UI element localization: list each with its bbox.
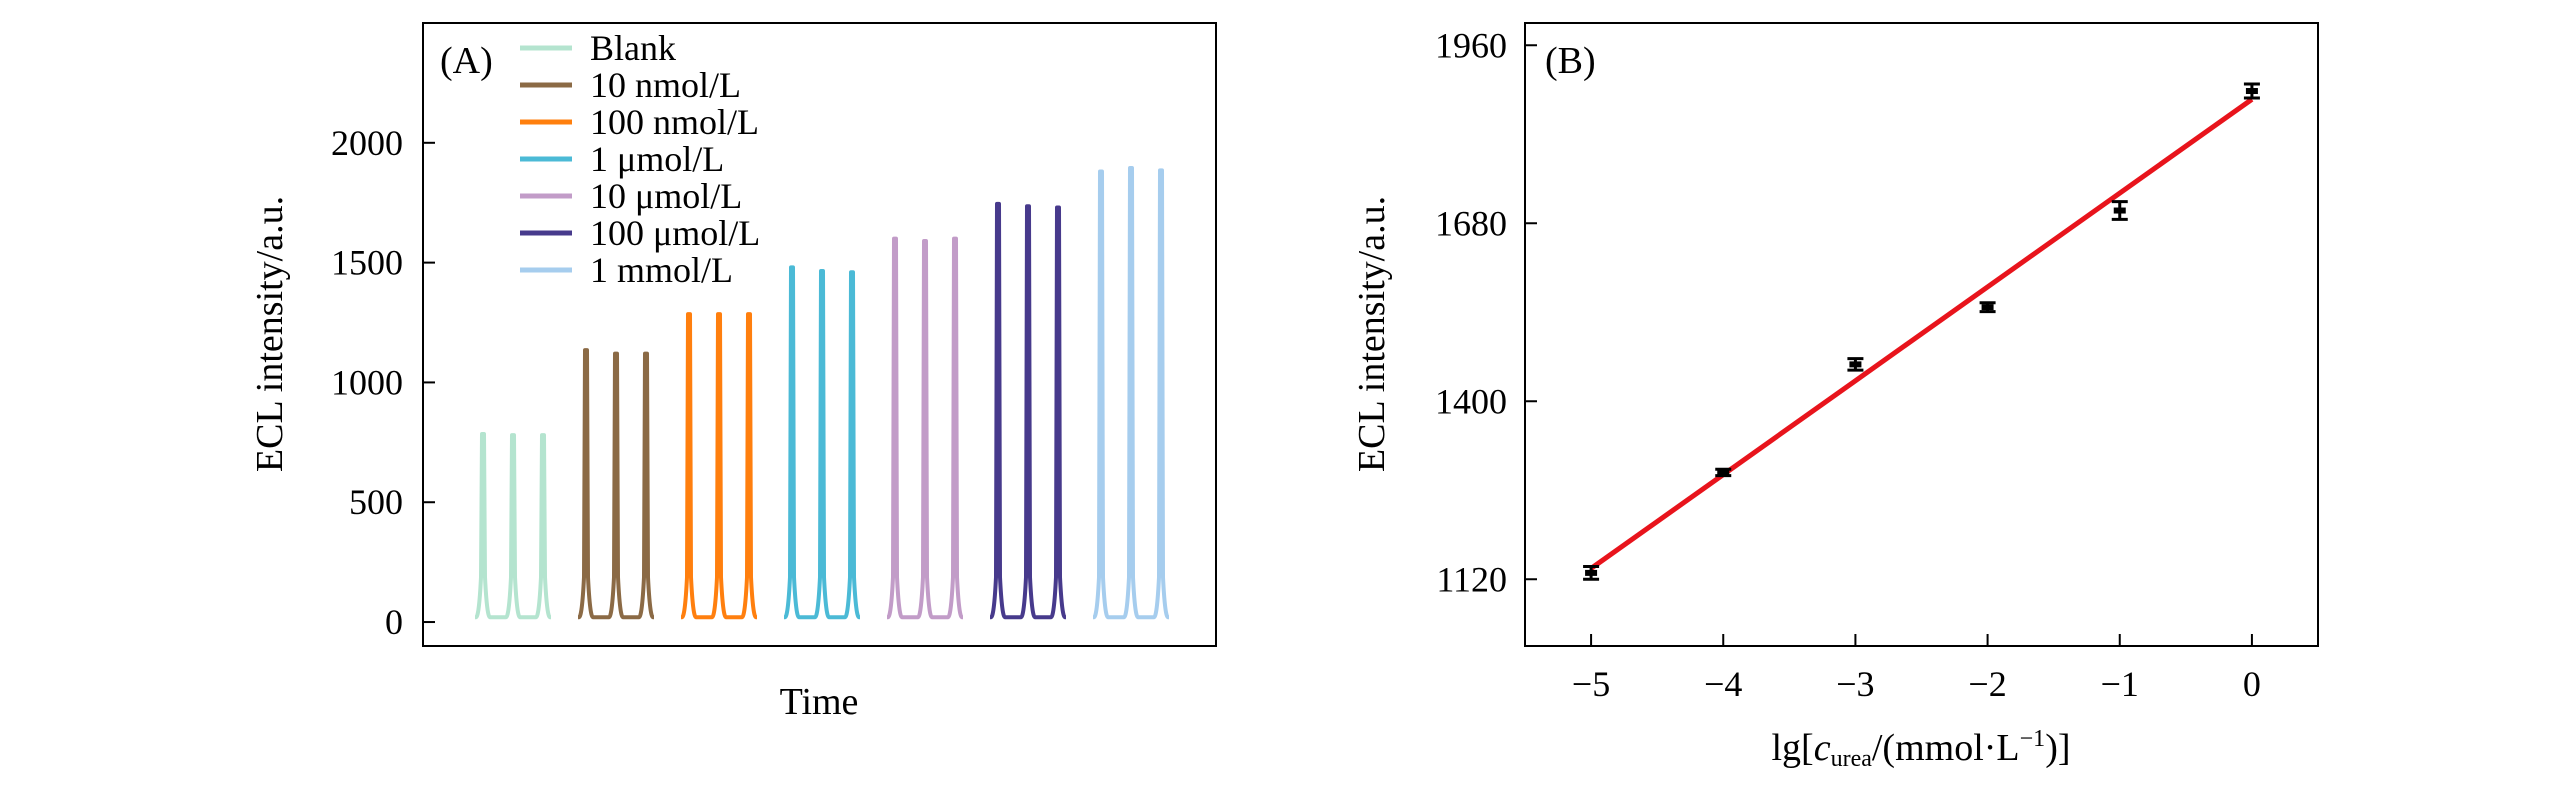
panel-b-data-point <box>1583 565 1600 581</box>
panel-a-label: (A) <box>440 40 493 82</box>
panel-a-series-line <box>577 348 655 620</box>
x-title-part-sup: −1 <box>2020 726 2046 752</box>
panel-b-x-axis-title: lg[curea/(mmol·L−1)] <box>1771 726 2070 772</box>
panel-b-chart: −5 −4 −3 −2 −1 0 1120 1400 1680 1960 (B) lg[cure… <box>1351 22 2319 772</box>
panel-a-legend-label: 100 μmol/L <box>590 213 760 253</box>
x-title-part-c: c <box>1814 727 1831 769</box>
panel-a-y-axis-title: ECL intensity/a.u. <box>249 196 291 472</box>
panel-b-x-tick-label: −1 <box>2101 664 2139 704</box>
panel-b-x-tick-label: −2 <box>1968 664 2006 704</box>
x-title-part-sub: urea <box>1831 746 1873 772</box>
panel-b-label: (B) <box>1545 40 1596 82</box>
panel-a-legend-label: 10 nmol/L <box>590 65 741 105</box>
panel-b-y-tick-label: 1960 <box>1435 25 1507 65</box>
point-marker <box>1585 569 1598 576</box>
point-marker <box>1981 304 1994 311</box>
panel-a-legend-label: 10 μmol/L <box>590 176 742 216</box>
panel-b-y-ticks: 1120 1400 1680 1960 <box>1435 25 1537 599</box>
panel-b-x-tick-label: −3 <box>1836 664 1874 704</box>
panel-b-x-tick-label: −4 <box>1704 664 1742 704</box>
panel-b-data-point <box>2243 82 2260 100</box>
panel-b-points <box>1583 82 2260 581</box>
panel-b-fit-line <box>1589 97 2254 571</box>
x-title-part-lg: lg[ <box>1771 727 1813 769</box>
panel-b-data-point <box>1979 301 1996 314</box>
panel-a-legend-label: 1 mmol/L <box>590 250 733 290</box>
panel-a-series-line <box>680 312 758 620</box>
point-marker <box>2245 88 2258 95</box>
panel-b-x-tick-label: −5 <box>1572 664 1610 704</box>
point-marker <box>1717 469 1730 476</box>
panel-a-legend-label: 1 μmol/L <box>590 139 724 179</box>
panel-b-y-tick-label: 1120 <box>1436 559 1507 599</box>
panel-b-y-tick-label: 1680 <box>1435 203 1507 243</box>
panel-b-data-point <box>1847 357 1864 372</box>
panel-a-series-line <box>886 236 964 620</box>
panel-a-y-tick-label: 1000 <box>331 362 403 402</box>
panel-a-series-line <box>474 431 552 620</box>
panel-b-y-axis-title: ECL intensity/a.u. <box>1351 196 1393 472</box>
panel-a-y-tick-label: 0 <box>385 602 403 642</box>
panel-a-plot-frame <box>422 22 1217 647</box>
panel-b-plot-frame <box>1524 22 2319 647</box>
panel-a-legend-label: 100 nmol/L <box>590 102 759 142</box>
point-marker <box>2113 207 2126 214</box>
panel-a-y-ticks: 0 500 1000 1500 2000 <box>331 123 435 642</box>
panel-a-legend-label: Blank <box>590 28 676 68</box>
panel-b-y-tick-label: 1400 <box>1435 381 1507 421</box>
panel-b-x-tick-label: 0 <box>2243 664 2261 704</box>
panel-b-data-point <box>2111 200 2128 221</box>
x-title-part-unit: /(mmol·L <box>1872 727 2020 769</box>
panel-a-series-line <box>1092 165 1170 620</box>
panel-a-y-tick-label: 1500 <box>331 243 403 283</box>
panel-a-series-line <box>783 265 861 620</box>
panel-a-series-group <box>474 165 1170 620</box>
point-marker <box>1849 361 1862 368</box>
panel-a-y-tick-label: 2000 <box>331 123 403 163</box>
panel-b-x-ticks: −5 −4 −3 −2 −1 0 <box>1572 634 2261 704</box>
panel-a-series-line <box>989 201 1067 620</box>
x-title-part-end: )] <box>2045 727 2070 769</box>
panel-a-y-tick-label: 500 <box>349 482 403 522</box>
panel-b-data-point <box>1715 467 1732 478</box>
panel-a-x-axis-title: Time <box>780 681 859 723</box>
